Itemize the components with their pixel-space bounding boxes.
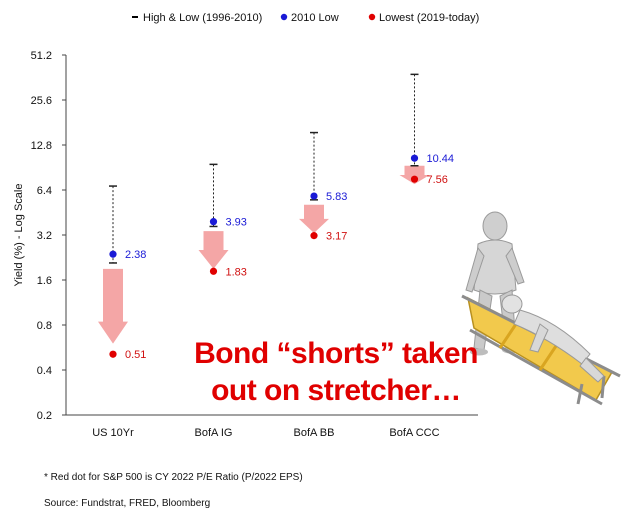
label-lowest: 0.51 [125,349,146,361]
callout-line-1: Bond “shorts” taken [194,337,478,370]
data-points [109,154,419,358]
legend-item-lowest: Lowest (2019-today) [368,12,479,24]
x-tick-label: BofA IG [195,427,233,439]
y-tick-label: 3.2 [37,230,52,242]
point-lowest [410,175,419,183]
y-tick-label: 0.8 [37,320,52,332]
footnote: * Red dot for S&P 500 is CY 2022 P/E Rat… [44,472,303,483]
down-arrow [198,231,229,269]
legend-lowest-label: Lowest (2019-today) [379,12,479,24]
point-2010-low [410,154,419,162]
legend-item-low2010: 2010 Low [280,12,339,24]
range-lines [109,73,419,264]
x-ticks: US 10Yr BofA IG BofA BB BofA CCC [92,427,439,439]
legend: High & Low (1996-2010) 2010 Low Lowest (… [132,12,479,24]
label-lowest: 3.17 [326,231,347,243]
y-tick-label: 51.2 [31,50,52,62]
point-2010-low [209,218,218,226]
y-tick-label: 6.4 [37,185,52,197]
label-lowest: 1.83 [226,266,247,278]
point-lowest [209,267,218,275]
point-lowest [310,232,318,240]
label-2010-low: 2.38 [125,249,146,261]
down-arrow [98,268,128,344]
legend-range-label: High & Low (1996-2010) [143,12,262,24]
y-tick-label: 0.4 [37,365,52,377]
legend-item-range: High & Low (1996-2010) [132,12,262,24]
label-2010-low: 10.44 [427,153,455,165]
y-axis-label: Yield (%) - Log Scale [13,184,25,287]
data-labels: 2.38 0.51 3.93 1.83 5.83 3.17 10.44 7.56 [125,153,454,361]
callout-line-2: out on stretcher… [211,374,461,407]
downward-arrows [98,165,430,344]
label-2010-low: 3.93 [226,217,247,229]
point-lowest [109,350,117,358]
x-tick-label: BofA CCC [389,427,439,439]
x-tick-label: BofA BB [294,427,335,439]
y-tick-label: 12.8 [31,140,52,152]
y-tick-label: 1.6 [37,275,52,287]
point-2010-low [109,250,117,258]
robot-stretcher-icon [461,211,621,406]
legend-low2010-label: 2010 Low [291,12,339,24]
down-arrow [399,165,430,185]
y-tick-label: 25.6 [31,95,52,107]
point-2010-low [310,192,318,200]
label-2010-low: 5.83 [326,191,347,203]
x-tick-label: US 10Yr [92,427,134,439]
y-ticks: 51.2 25.6 12.8 6.4 3.2 1.6 0.8 0.4 0.2 [31,50,66,422]
label-lowest: 7.56 [427,174,448,186]
y-tick-label: 0.2 [37,410,52,422]
down-arrow [299,204,329,234]
source-note: Source: Fundstrat, FRED, Bloomberg [44,498,211,509]
